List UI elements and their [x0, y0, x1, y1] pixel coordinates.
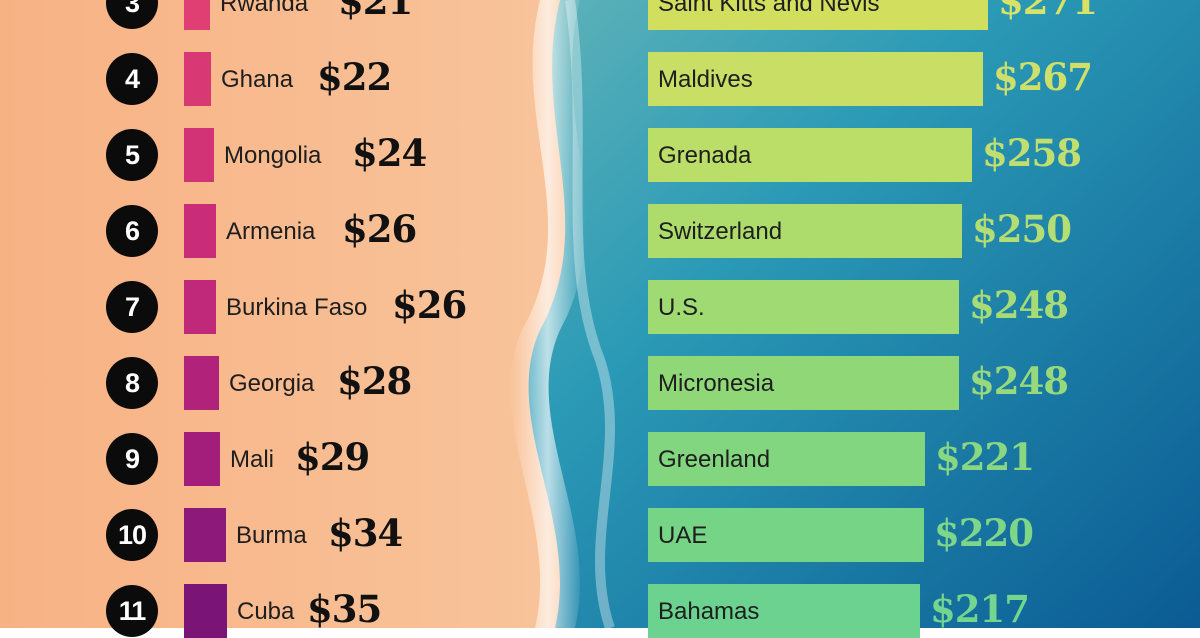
country-label: Cuba [237, 598, 295, 625]
country-label: Rwanda [220, 0, 309, 17]
bar [184, 584, 227, 638]
rank-badge: 10 [106, 509, 158, 561]
country-label: Burma [236, 522, 307, 549]
value-label: $29 [295, 435, 370, 479]
country-label: Grenada [658, 142, 752, 169]
country-label: UAE [658, 522, 708, 549]
country-label: Micronesia [658, 370, 775, 397]
value-label: $24 [352, 131, 427, 175]
value-label: $34 [328, 511, 403, 555]
value-label: $267 [993, 55, 1093, 99]
rank-badge: 8 [106, 357, 158, 409]
country-label: Mongolia [224, 142, 322, 169]
country-label: U.S. [658, 294, 705, 321]
bar [184, 356, 219, 410]
value-label: $217 [930, 587, 1030, 631]
rank-badge: 4 [106, 53, 158, 105]
value-label: $248 [969, 283, 1069, 327]
value-label: $21 [338, 0, 413, 23]
bar [648, 356, 959, 410]
bar [184, 204, 216, 258]
bar [648, 280, 959, 334]
bar [184, 432, 220, 486]
country-label: Greenland [658, 446, 771, 473]
value-label: $22 [317, 55, 392, 99]
value-label: $26 [392, 283, 467, 327]
rank-badge: 6 [106, 205, 158, 257]
country-label: Armenia [226, 218, 316, 245]
country-label: Mali [230, 446, 275, 473]
value-label: $28 [337, 359, 412, 403]
bar [648, 508, 924, 562]
country-label: Burkina Faso [226, 294, 368, 321]
country-label: Bahamas [658, 598, 760, 625]
bar [184, 52, 211, 106]
bar [648, 204, 962, 258]
bar [648, 0, 988, 30]
value-label: $220 [934, 511, 1034, 555]
bar [648, 128, 972, 182]
value-label: $248 [969, 359, 1069, 403]
country-label: Georgia [229, 370, 315, 397]
bar [648, 432, 925, 486]
bar [184, 508, 226, 562]
bar [648, 52, 983, 106]
value-label: $26 [342, 207, 417, 251]
country-label: Ghana [221, 66, 294, 93]
rank-badge: 7 [106, 281, 158, 333]
bar [184, 128, 214, 182]
country-label: Switzerland [658, 218, 783, 245]
value-label: $221 [935, 435, 1035, 479]
value-label: $250 [972, 207, 1072, 251]
rank-badge: 5 [106, 129, 158, 181]
country-label: Saint Kitts and Nevis [658, 0, 880, 17]
rank-badge: 11 [106, 585, 158, 637]
value-label: $35 [307, 587, 382, 631]
value-label: $271 [998, 0, 1098, 23]
value-label: $258 [982, 131, 1082, 175]
country-label: Maldives [658, 66, 753, 93]
rank-badge: 9 [106, 433, 158, 485]
bar [184, 280, 216, 334]
bar [184, 0, 210, 30]
